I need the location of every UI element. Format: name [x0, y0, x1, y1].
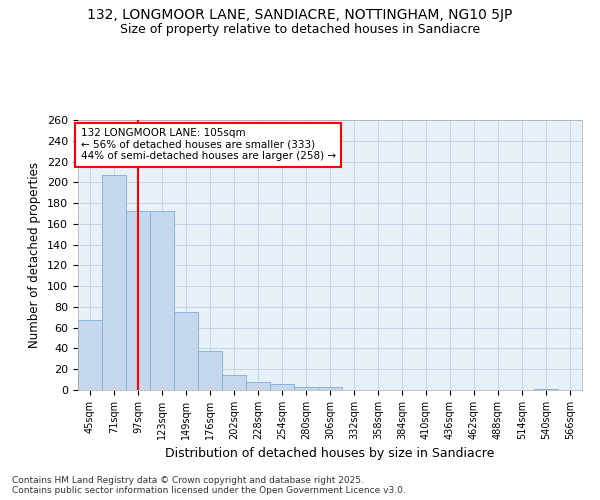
Bar: [198, 350, 222, 390]
Bar: [174, 312, 198, 390]
X-axis label: Distribution of detached houses by size in Sandiacre: Distribution of detached houses by size …: [166, 448, 494, 460]
Bar: [222, 376, 246, 390]
Bar: [78, 320, 102, 390]
Bar: [534, 389, 558, 390]
Text: 132 LONGMOOR LANE: 105sqm
← 56% of detached houses are smaller (333)
44% of semi: 132 LONGMOOR LANE: 105sqm ← 56% of detac…: [80, 128, 335, 162]
Bar: [102, 175, 126, 390]
Bar: [126, 212, 150, 390]
Bar: [318, 387, 342, 390]
Y-axis label: Number of detached properties: Number of detached properties: [28, 162, 41, 348]
Bar: [246, 382, 270, 390]
Text: Size of property relative to detached houses in Sandiacre: Size of property relative to detached ho…: [120, 22, 480, 36]
Bar: [150, 212, 174, 390]
Text: Contains HM Land Registry data © Crown copyright and database right 2025.
Contai: Contains HM Land Registry data © Crown c…: [12, 476, 406, 495]
Bar: [270, 384, 294, 390]
Text: 132, LONGMOOR LANE, SANDIACRE, NOTTINGHAM, NG10 5JP: 132, LONGMOOR LANE, SANDIACRE, NOTTINGHA…: [88, 8, 512, 22]
Bar: [294, 387, 318, 390]
